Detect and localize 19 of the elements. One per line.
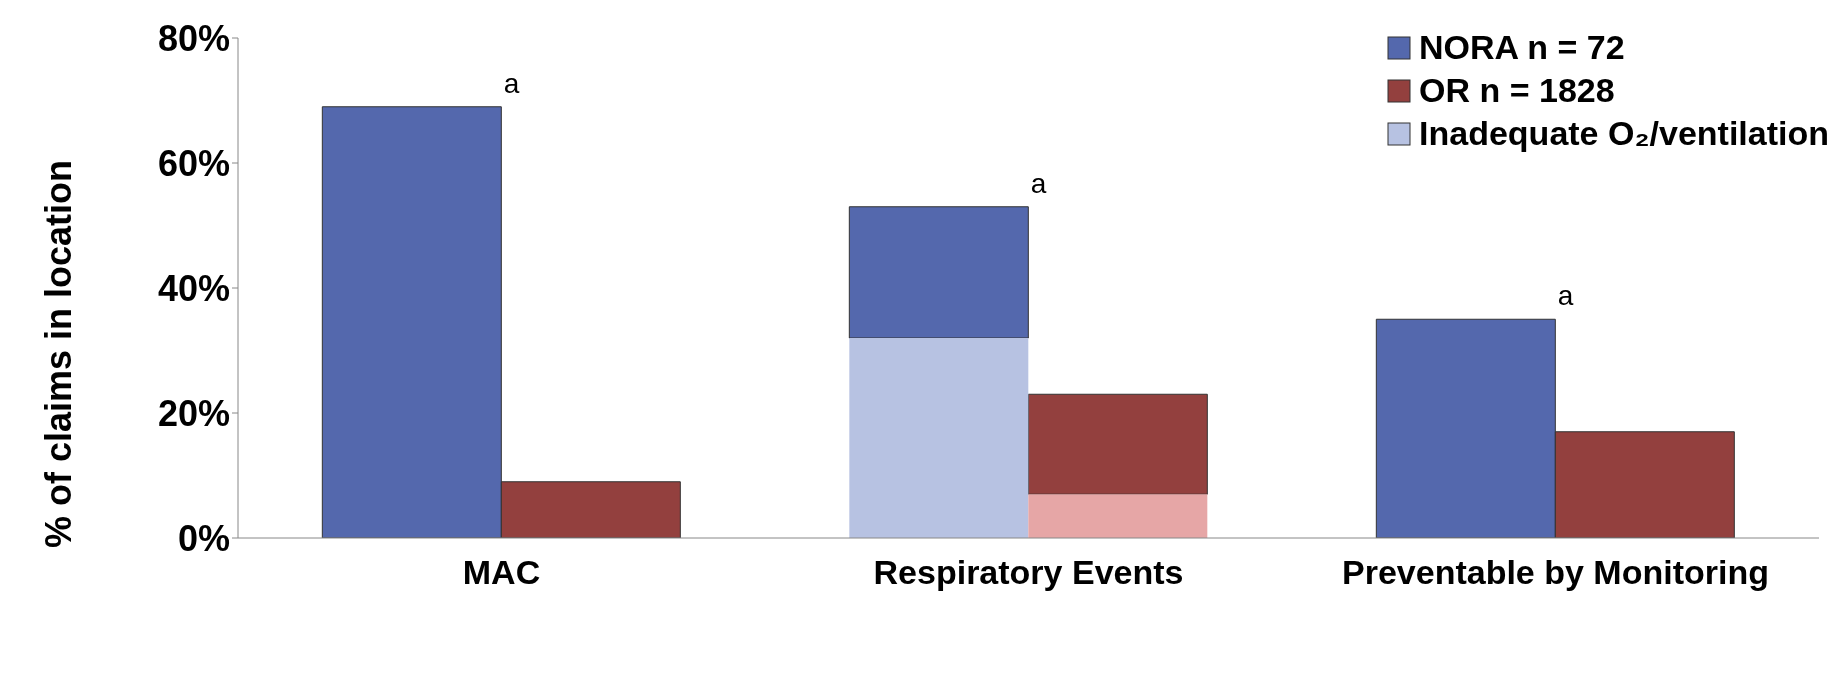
bar: [1027, 393, 1208, 495]
annotation: a: [1030, 167, 1047, 199]
y-tick-label: 60%: [157, 142, 230, 184]
legend-label: OR n = 1828: [1419, 71, 1615, 110]
y-tick-label: 80%: [157, 17, 230, 59]
x-tick-label: Respiratory Events: [873, 553, 1184, 592]
legend-label: Inadequate O₂/ventilation: [1419, 114, 1829, 153]
bar: [848, 206, 1029, 339]
x-tick-label: Preventable by Monitoring: [1342, 553, 1769, 592]
bar: [1028, 494, 1208, 538]
x-tick-label: MAC: [462, 553, 541, 592]
y-tick-label: 20%: [157, 392, 230, 434]
annotation: a: [503, 67, 520, 99]
annotation: a: [1557, 280, 1574, 312]
y-tick-label: 40%: [157, 267, 230, 309]
bar: [849, 338, 1029, 538]
legend-label: NORA n = 72: [1419, 28, 1625, 67]
y-tick-label: 0%: [177, 517, 230, 559]
y-axis-title: % of claims in location: [37, 159, 79, 548]
